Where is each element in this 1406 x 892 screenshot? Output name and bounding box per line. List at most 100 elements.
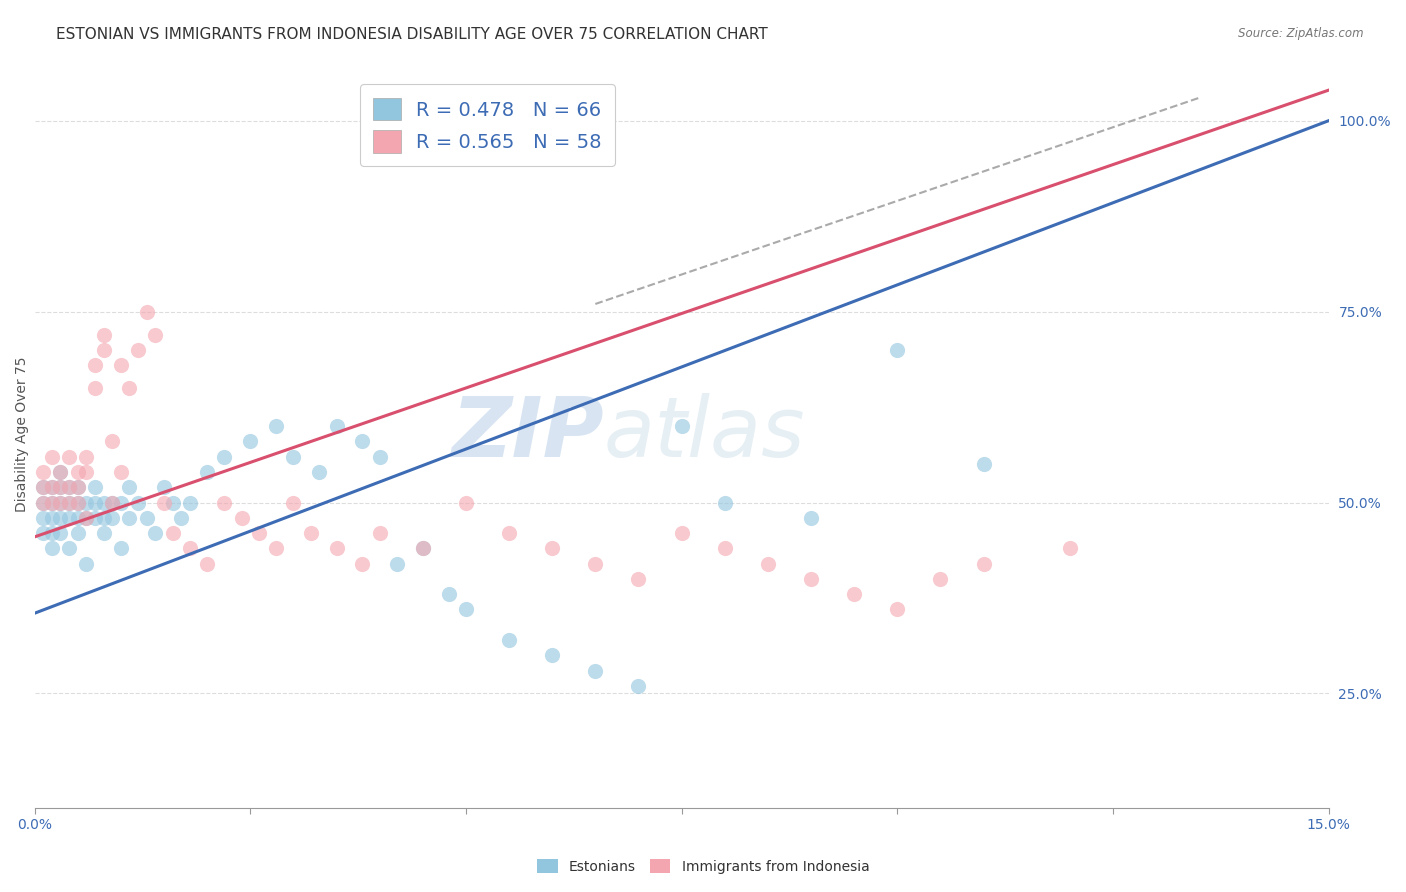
Point <box>118 480 141 494</box>
Point <box>93 510 115 524</box>
Point <box>49 495 72 509</box>
Point <box>58 480 80 494</box>
Point <box>352 557 374 571</box>
Point <box>143 526 166 541</box>
Point <box>118 381 141 395</box>
Point <box>498 632 520 647</box>
Point <box>756 557 779 571</box>
Point <box>41 510 63 524</box>
Point <box>66 495 89 509</box>
Point <box>264 419 287 434</box>
Point <box>627 572 650 586</box>
Point <box>66 495 89 509</box>
Point <box>800 572 823 586</box>
Point <box>93 495 115 509</box>
Point <box>800 510 823 524</box>
Point <box>41 480 63 494</box>
Point <box>118 510 141 524</box>
Point <box>84 480 107 494</box>
Point <box>66 510 89 524</box>
Point <box>75 495 97 509</box>
Point <box>58 450 80 464</box>
Point <box>84 358 107 372</box>
Point <box>58 510 80 524</box>
Point <box>283 495 305 509</box>
Point <box>498 526 520 541</box>
Point <box>886 343 908 357</box>
Text: atlas: atlas <box>605 393 806 475</box>
Point <box>110 541 132 556</box>
Point <box>101 495 124 509</box>
Point <box>84 510 107 524</box>
Point <box>368 450 391 464</box>
Point <box>41 450 63 464</box>
Point <box>127 495 149 509</box>
Point <box>66 480 89 494</box>
Point <box>385 557 408 571</box>
Point <box>32 480 55 494</box>
Point <box>127 343 149 357</box>
Point <box>75 510 97 524</box>
Point <box>454 495 477 509</box>
Point <box>264 541 287 556</box>
Text: Source: ZipAtlas.com: Source: ZipAtlas.com <box>1239 27 1364 40</box>
Point <box>49 465 72 479</box>
Point <box>671 526 693 541</box>
Point <box>110 465 132 479</box>
Point <box>162 526 184 541</box>
Point <box>93 327 115 342</box>
Point <box>325 541 347 556</box>
Point <box>153 495 176 509</box>
Point <box>84 495 107 509</box>
Point <box>49 495 72 509</box>
Point <box>101 434 124 449</box>
Point <box>32 510 55 524</box>
Point <box>214 450 236 464</box>
Point <box>93 343 115 357</box>
Point <box>32 526 55 541</box>
Point <box>58 495 80 509</box>
Point <box>153 480 176 494</box>
Point <box>179 495 201 509</box>
Legend: Estonians, Immigrants from Indonesia: Estonians, Immigrants from Indonesia <box>530 852 876 880</box>
Point <box>58 541 80 556</box>
Point <box>170 510 193 524</box>
Point <box>1059 541 1081 556</box>
Point <box>41 495 63 509</box>
Point <box>541 541 564 556</box>
Text: ESTONIAN VS IMMIGRANTS FROM INDONESIA DISABILITY AGE OVER 75 CORRELATION CHART: ESTONIAN VS IMMIGRANTS FROM INDONESIA DI… <box>56 27 768 42</box>
Point <box>110 358 132 372</box>
Point <box>541 648 564 663</box>
Point <box>49 480 72 494</box>
Point <box>437 587 460 601</box>
Point <box>583 557 606 571</box>
Point <box>66 526 89 541</box>
Legend: R = 0.478   N = 66, R = 0.565   N = 58: R = 0.478 N = 66, R = 0.565 N = 58 <box>360 84 616 166</box>
Point <box>49 510 72 524</box>
Point <box>75 465 97 479</box>
Point <box>49 480 72 494</box>
Point <box>973 557 995 571</box>
Point <box>325 419 347 434</box>
Text: ZIP: ZIP <box>451 393 605 475</box>
Point <box>84 381 107 395</box>
Point <box>101 510 124 524</box>
Point <box>32 465 55 479</box>
Point <box>308 465 330 479</box>
Point <box>195 465 218 479</box>
Point <box>41 495 63 509</box>
Point <box>368 526 391 541</box>
Point <box>58 495 80 509</box>
Point <box>110 495 132 509</box>
Point <box>583 664 606 678</box>
Point <box>247 526 270 541</box>
Y-axis label: Disability Age Over 75: Disability Age Over 75 <box>15 356 30 511</box>
Point <box>135 510 157 524</box>
Point <box>973 458 995 472</box>
Point <box>135 304 157 318</box>
Point <box>179 541 201 556</box>
Point <box>49 465 72 479</box>
Point <box>671 419 693 434</box>
Point <box>41 541 63 556</box>
Point <box>32 495 55 509</box>
